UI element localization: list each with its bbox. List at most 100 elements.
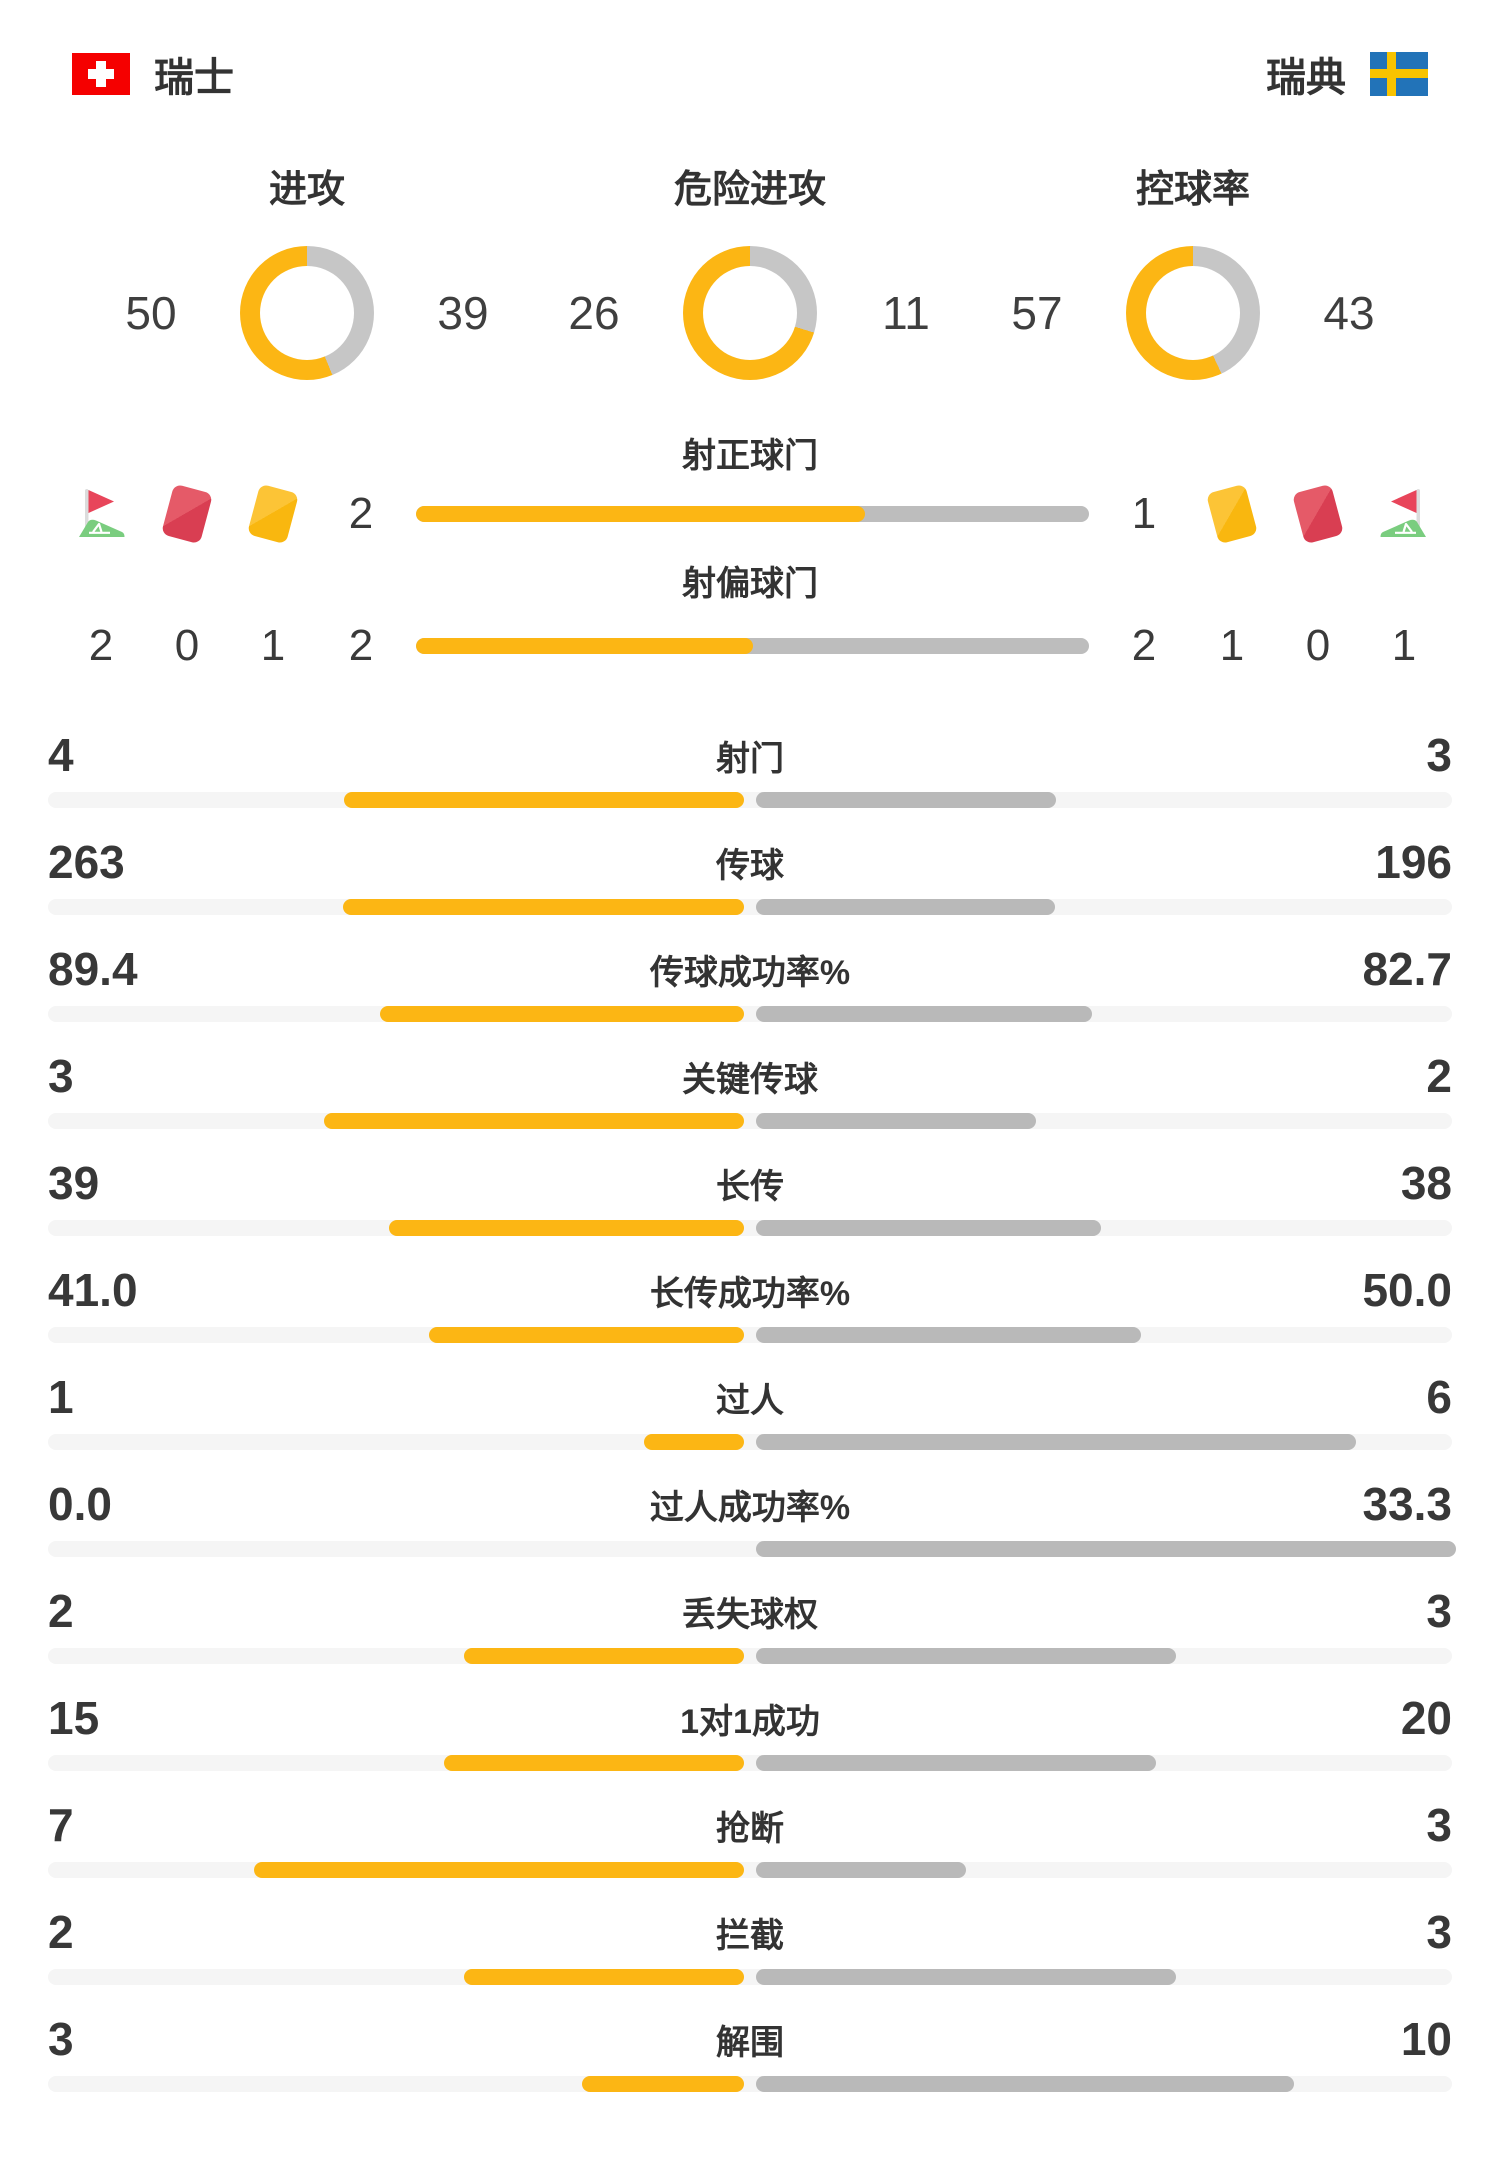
home-yellow-cards-count: 1 [260,621,286,670]
away-yellow-card-icon [1189,483,1275,545]
away-stat-value: 3 [1426,1906,1452,1958]
away-yellow-cards-count: 1 [1219,621,1245,670]
home-stat-bar-fill [644,1434,744,1450]
stat-bar [48,1862,1452,1878]
shots-off-target-row: 2 0 1 2 2 1 0 1 [0,616,1500,676]
away-stat-bar-fill [756,1327,1141,1343]
stat-label: 丢失球权 [682,1595,818,1634]
away-stat-value: 3 [1426,729,1452,781]
home-stat-bar-fill [464,1648,744,1664]
stat-label: 长传成功率% [649,1274,851,1313]
away-dangerous-attack-value: 11 [882,287,930,339]
away-stat-bar-fill [756,1969,1176,1985]
home-stat-value: 41.0 [48,1264,138,1316]
stat-bar [48,1648,1452,1664]
away-stat-bar-fill [756,1113,1036,1129]
stat-bar [48,792,1452,808]
stat-bar [48,899,1452,915]
home-red-cards-count: 0 [174,621,200,670]
away-stat-value: 20 [1400,1692,1452,1744]
match-stats-panel: 瑞士 瑞典 进攻 50 39 危险进攻 26 11 控球率 [0,44,1500,2182]
stat-bar-track [48,1220,1452,1236]
shots-on-target-bar [416,506,1089,522]
home-stat-value: 89.4 [48,943,138,995]
home-shots-on-target-value: 2 [348,489,374,538]
home-stat-value: 3 [48,1050,74,1102]
stat-bar [48,1220,1452,1236]
home-team-name: 瑞士 [154,56,234,100]
stat-label: 过人 [716,1381,784,1420]
switzerland-flag-icon [72,53,130,95]
away-stat-bar-fill [756,1648,1176,1664]
stat-bar [48,1327,1452,1343]
away-stat-bar-fill [756,1006,1092,1022]
stat-row: 263 传球 196 [0,829,1500,936]
away-stat-bar-fill [756,1434,1356,1450]
away-attack-value: 39 [437,287,489,339]
away-stat-value: 3 [1426,1585,1452,1637]
stat-label: 传球 [716,846,784,885]
away-stat-bar-fill [756,1220,1101,1236]
home-stat-value: 39 [48,1157,100,1209]
home-stat-bar-fill [343,899,744,915]
home-stat-value: 15 [48,1692,100,1744]
donut-block-attack: 进攻 50 39 [88,168,526,380]
stat-label: 1对1成功 [680,1702,820,1741]
away-stat-bar-fill [756,1541,1456,1557]
home-stat-value: 2 [48,1585,74,1637]
stat-row: 39 长传 38 [0,1150,1500,1257]
stat-bar-track [48,1113,1452,1129]
stat-bar [48,1969,1452,1985]
home-corners-count: 2 [88,621,114,670]
attack-donut-chart [240,246,374,380]
home-stat-bar-fill [380,1006,744,1022]
away-red-cards-count: 0 [1305,621,1331,670]
donut-block-dangerous-attack: 危险进攻 26 11 [531,168,969,380]
away-stat-value: 33.3 [1362,1478,1452,1530]
stat-label: 过人成功率% [649,1488,851,1527]
donut-charts-section: 进攻 50 39 危险进攻 26 11 控球率 57 43 [0,168,1500,380]
shots-off-target-title: 射偏球门 [682,565,818,603]
donut-title-attack: 进攻 [268,169,345,211]
home-stat-value: 4 [48,729,74,781]
stat-row: 2 丢失球权 3 [0,1578,1500,1685]
stat-row: 0.0 过人成功率% 33.3 [0,1471,1500,1578]
home-stat-value: 0.0 [48,1478,112,1530]
stat-label: 拦截 [716,1916,784,1955]
stat-label: 抢断 [716,1809,784,1848]
away-stat-value: 2 [1426,1050,1452,1102]
away-team-name: 瑞典 [1266,56,1346,100]
stat-bar [48,1006,1452,1022]
home-stat-bar-fill [429,1327,744,1343]
home-stat-bar-fill [464,1969,744,1985]
home-stat-value: 1 [48,1371,74,1423]
home-yellow-card-icon [230,483,316,545]
home-stat-bar-fill [324,1113,744,1129]
home-stat-bar-fill [344,792,744,808]
stat-bar-track [48,1648,1452,1664]
stat-bar [48,1755,1452,1771]
home-corner-flag-icon [58,487,144,541]
away-stat-value: 10 [1400,2013,1452,2065]
stat-bar [48,1434,1452,1450]
away-stat-bar-fill [756,899,1055,915]
away-stat-value: 3 [1426,1799,1452,1851]
stat-bar-track [48,1327,1452,1343]
possession-donut-chart [1126,246,1260,380]
away-stat-bar-fill [756,2076,1294,2092]
home-dangerous-attack-value: 26 [568,287,620,339]
donut-title-dangerous-attack: 危险进攻 [673,169,826,211]
away-team: 瑞典 [1266,45,1428,103]
away-stat-value: 82.7 [1362,943,1452,995]
away-stat-bar-fill [756,1755,1156,1771]
shots-on-target-title: 射正球门 [682,437,818,475]
stat-row: 1 过人 6 [0,1364,1500,1471]
home-stat-value: 3 [48,2013,74,2065]
stat-bar [48,1113,1452,1129]
home-stat-bar-fill [444,1755,744,1771]
stat-bar-track [48,792,1452,808]
away-stat-value: 6 [1426,1371,1452,1423]
away-corners-count: 1 [1391,621,1417,670]
stat-bar-track [48,1006,1452,1022]
away-corner-flag-icon [1361,487,1447,541]
